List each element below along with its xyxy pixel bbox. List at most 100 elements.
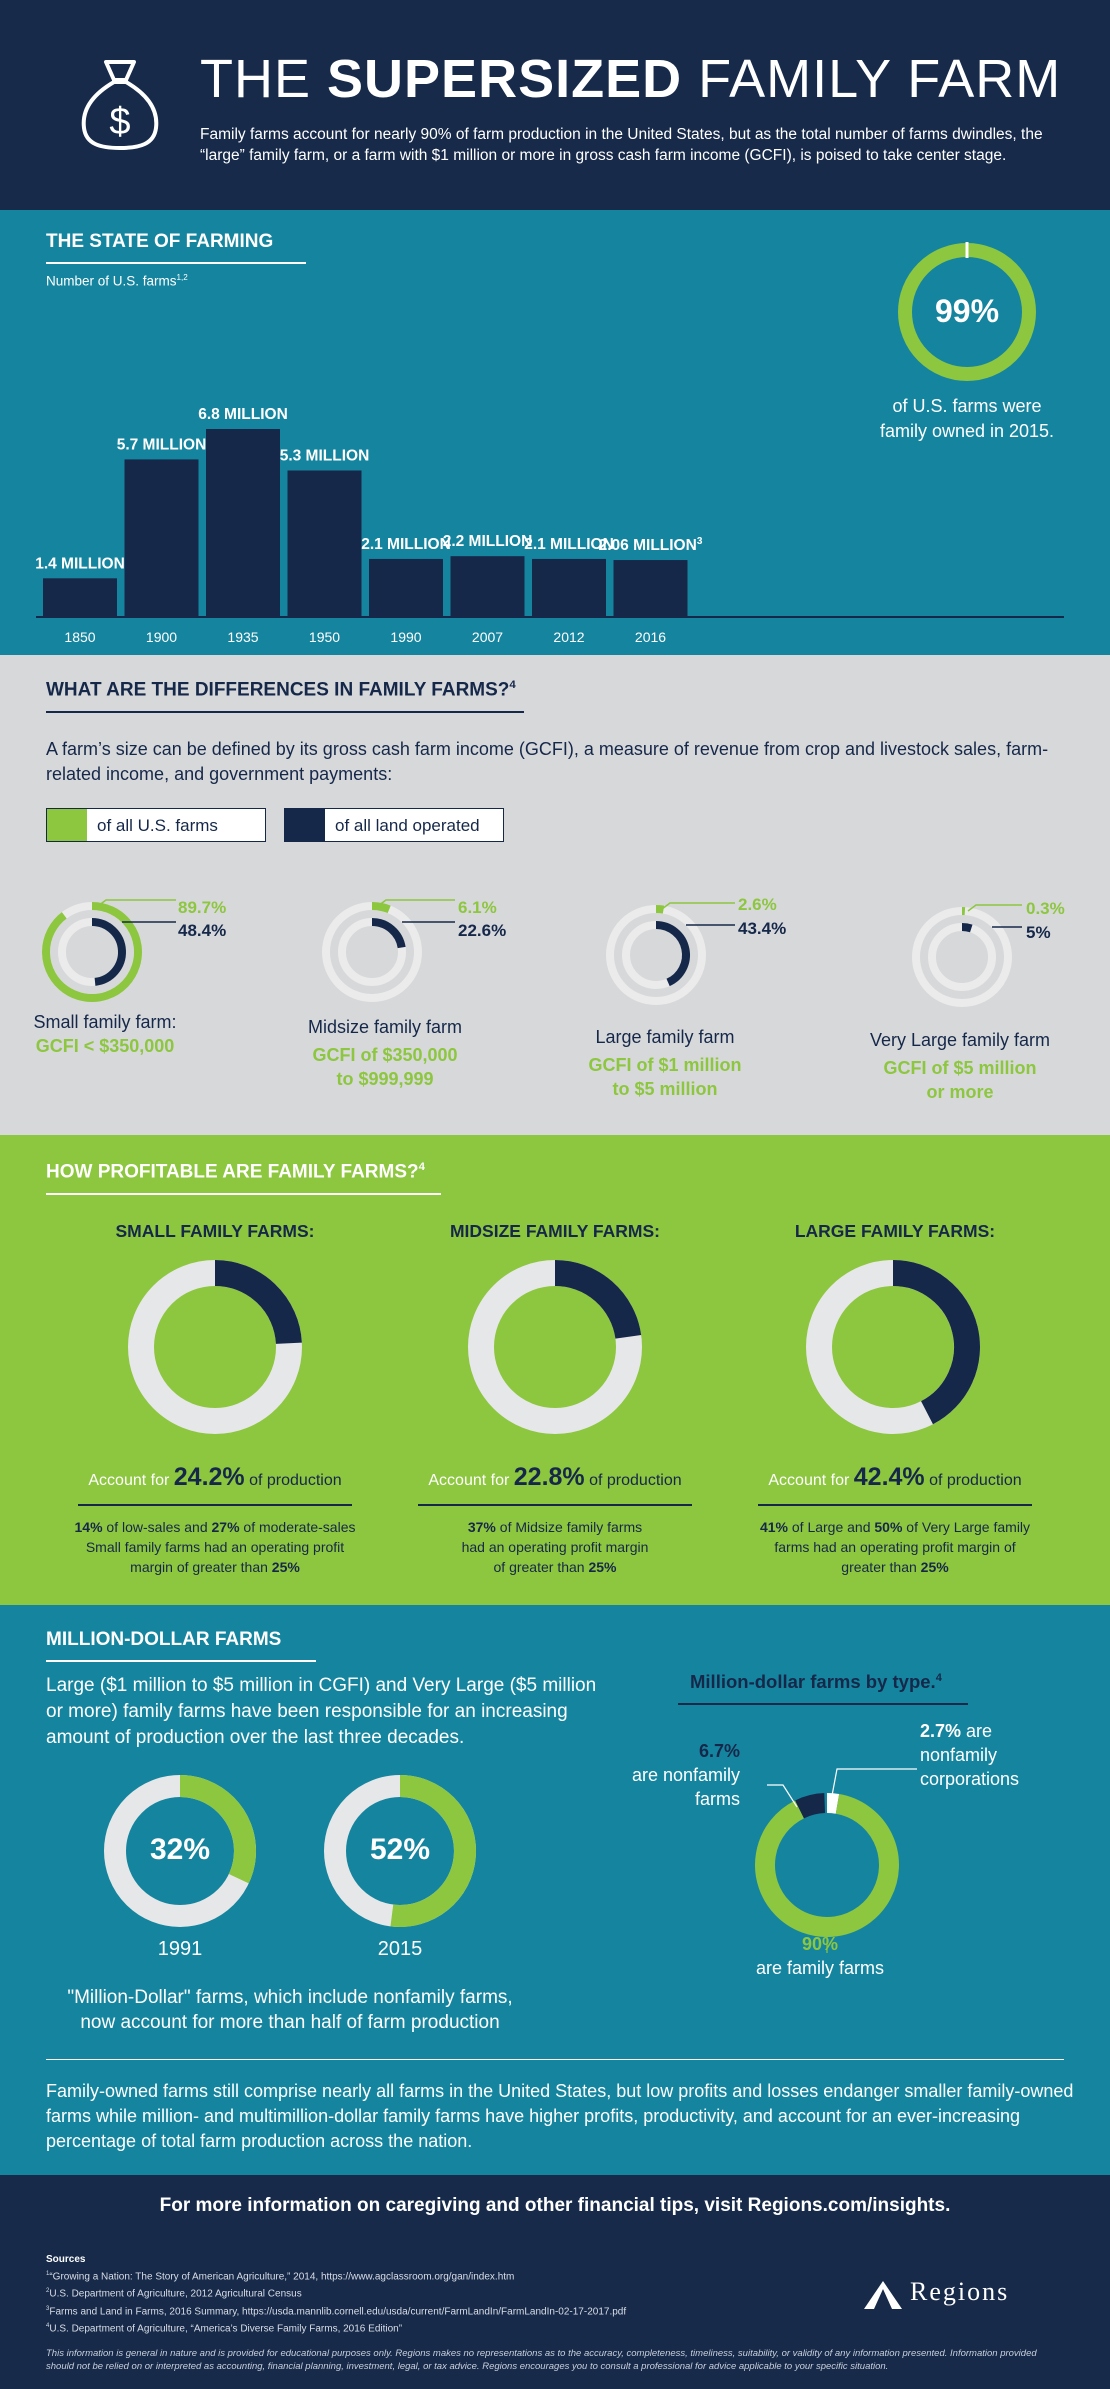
bar-1990	[369, 558, 443, 617]
diff-description: A farm’s size can be defined by its gros…	[46, 739, 1049, 784]
very-large-land-pct: 5%	[1026, 923, 1051, 942]
diff-rings	[42, 899, 1022, 1007]
million-text: Large ($1 million to $5 million in CGFI)…	[46, 1675, 597, 1748]
large-land-arc	[655, 921, 690, 987]
midsize-note: 37% of Midsize family farms had an opera…	[461, 1519, 649, 1575]
bar-1900	[124, 459, 199, 617]
profit-donuts	[128, 1260, 980, 1434]
farms-bar-chart: 1.4 MILLION 1850 5.7 MILLION 1900 6.8 MILLIO…	[35, 406, 1064, 645]
summary-text: Family-owned farms still comprise nearly…	[46, 2081, 1074, 2151]
pie-title: Million-dollar farms by type.4	[690, 1671, 942, 1692]
differences-section: WHAT ARE THE DIFFERENCES IN FAMILY FARMS…	[0, 655, 1110, 1135]
bar-category-1850: 1850	[64, 629, 95, 645]
large-farms-title: LARGE FAMILY FARMS:	[794, 1221, 996, 1241]
bar-label-1950: 5.3 MILLION	[280, 447, 370, 464]
million-divider	[46, 2059, 1064, 2060]
title-suffix: FAMILY FARM	[698, 49, 1062, 109]
million-title: MILLION-DOLLAR FARMS	[46, 1629, 282, 1650]
midsize-account: Account for 22.8% of production	[428, 1463, 682, 1491]
pie-slice-2	[826, 1793, 840, 1814]
page-title: THE SUPERSIZED FAMILY FARM	[200, 48, 1061, 110]
source-item: 3Farms and Land in Farms, 2016 Summary, …	[46, 2305, 627, 2317]
pie-slice-0	[755, 1794, 899, 1937]
pie-leader-corporations	[830, 1768, 917, 1802]
million-charts	[104, 1768, 917, 1953]
legend-farms: of all U.S. farms	[46, 808, 266, 842]
brand-name: Regions	[910, 2277, 1010, 2306]
family-owned-ring	[898, 242, 1036, 381]
midsize-land-pct: 22.6%	[458, 921, 507, 940]
year-1991: 1991	[157, 1938, 203, 1960]
bar-label-1990: 2.1 MILLION	[361, 536, 451, 553]
profit-title: HOW PROFITABLE ARE FAMILY FARMS?4	[46, 1161, 425, 1183]
midsize-farms-arc	[371, 902, 391, 914]
small-farms-pct: 89.7%	[178, 898, 227, 917]
pie-slice-1	[795, 1793, 826, 1819]
small-farms-title: SMALL FAMILY FARMS:	[115, 1221, 315, 1241]
state-title-rule	[46, 262, 306, 264]
family-owned-pct: 99%	[934, 293, 1000, 329]
midsize-farms-leader	[377, 899, 455, 907]
very-large-farms-pct: 0.3%	[1026, 899, 1065, 918]
large-account-rule	[758, 1504, 1032, 1506]
bar-2012	[532, 558, 606, 617]
bar-2007	[450, 556, 525, 617]
bar-label-1850: 1.4 MILLION	[35, 555, 125, 572]
small-donut-arc	[214, 1260, 302, 1345]
bar-category-2007: 2007	[472, 629, 503, 645]
pie-leader-nonfamily	[767, 1784, 798, 1808]
intro-text: Family farms account for nearly 90% of f…	[200, 126, 1043, 164]
bar-category-2016: 2016	[635, 629, 666, 645]
large-note: 41% of Large and 50% of Very Large famil…	[759, 1519, 1031, 1575]
small-land-arc	[91, 918, 126, 986]
large-account: Account for 42.4% of production	[768, 1463, 1022, 1491]
small-farms-leader	[97, 899, 176, 907]
source-item: 1“Growing a Nation: The Story of America…	[46, 2271, 515, 2283]
diff-label-small: Small family farm: GCFI < $350,000	[33, 1012, 177, 1056]
sources: Sources 1“Growing a Nation: The Story of…	[46, 2254, 627, 2335]
large-farms-arc	[655, 905, 665, 914]
more-info-link[interactable]: For more information on caregiving and o…	[159, 2195, 951, 2216]
large-donut-arc	[892, 1260, 980, 1425]
title-highlight: SUPERSIZED	[327, 49, 683, 109]
large-farms-leader	[661, 902, 735, 910]
footer: For more information on caregiving and o…	[0, 2175, 1110, 2389]
diff-title-rule	[46, 711, 524, 713]
svg-text:$: $	[109, 101, 130, 143]
bar-1950	[287, 470, 362, 617]
legend-farms-label: of all U.S. farms	[97, 816, 218, 835]
midsize-donut-arc	[554, 1260, 642, 1340]
title-prefix: THE	[200, 49, 311, 109]
bar-label-2007: 2.2 MILLION	[443, 533, 533, 550]
diff-label-very-large: Very Large family farm GCFI of $5 millio…	[869, 1030, 1051, 1102]
ring-arc-2015	[390, 1775, 476, 1927]
source-item: 2U.S. Department of Agriculture, 2012 Ag…	[46, 2288, 302, 2300]
header: $ THE SUPERSIZED FAMILY FARM Family farm…	[0, 0, 1110, 210]
profit-title-rule	[46, 1193, 441, 1195]
profitability-section: HOW PROFITABLE ARE FAMILY FARMS?4 SMALL …	[0, 1135, 1110, 1605]
large-farms-pct: 2.6%	[738, 895, 777, 914]
bar-1935	[206, 429, 280, 617]
bar-category-1950: 1950	[309, 629, 340, 645]
source-item: 4U.S. Department of Agriculture, “Americ…	[46, 2322, 403, 2335]
midsize-land-arc	[371, 918, 406, 949]
million-dollar-section: MILLION-DOLLAR FARMS Large ($1 million t…	[0, 1605, 1110, 2175]
midsize-farms-pct: 6.1%	[458, 898, 497, 917]
very-large-inner-track	[928, 923, 996, 991]
legend-land: of all land operated	[284, 808, 504, 842]
legend-land-swatch	[285, 809, 325, 841]
legend-farms-swatch	[47, 809, 87, 841]
small-note: 14% of low-sales and 27% of moderate-sal…	[74, 1519, 356, 1575]
bar-category-1990: 1990	[390, 629, 421, 645]
family-owned-text: of U.S. farms were family owned in 2015.	[879, 396, 1055, 441]
small-land-pct: 48.4%	[178, 921, 227, 940]
bar-1850	[43, 578, 117, 617]
bar-category-1900: 1900	[146, 629, 177, 645]
pie-title-rule	[678, 1703, 968, 1705]
midsize-farms-title: MIDSIZE FAMILY FARMS:	[449, 1221, 661, 1241]
disclaimer: This information is general in nature an…	[46, 2348, 1037, 2372]
small-account-rule	[78, 1504, 352, 1506]
state-title: THE STATE OF FARMING	[46, 231, 274, 252]
pie-label-corporations: 2.7% are nonfamily corporations	[920, 1721, 1020, 1789]
state-subtitle: Number of U.S. farms1,2	[46, 273, 188, 289]
